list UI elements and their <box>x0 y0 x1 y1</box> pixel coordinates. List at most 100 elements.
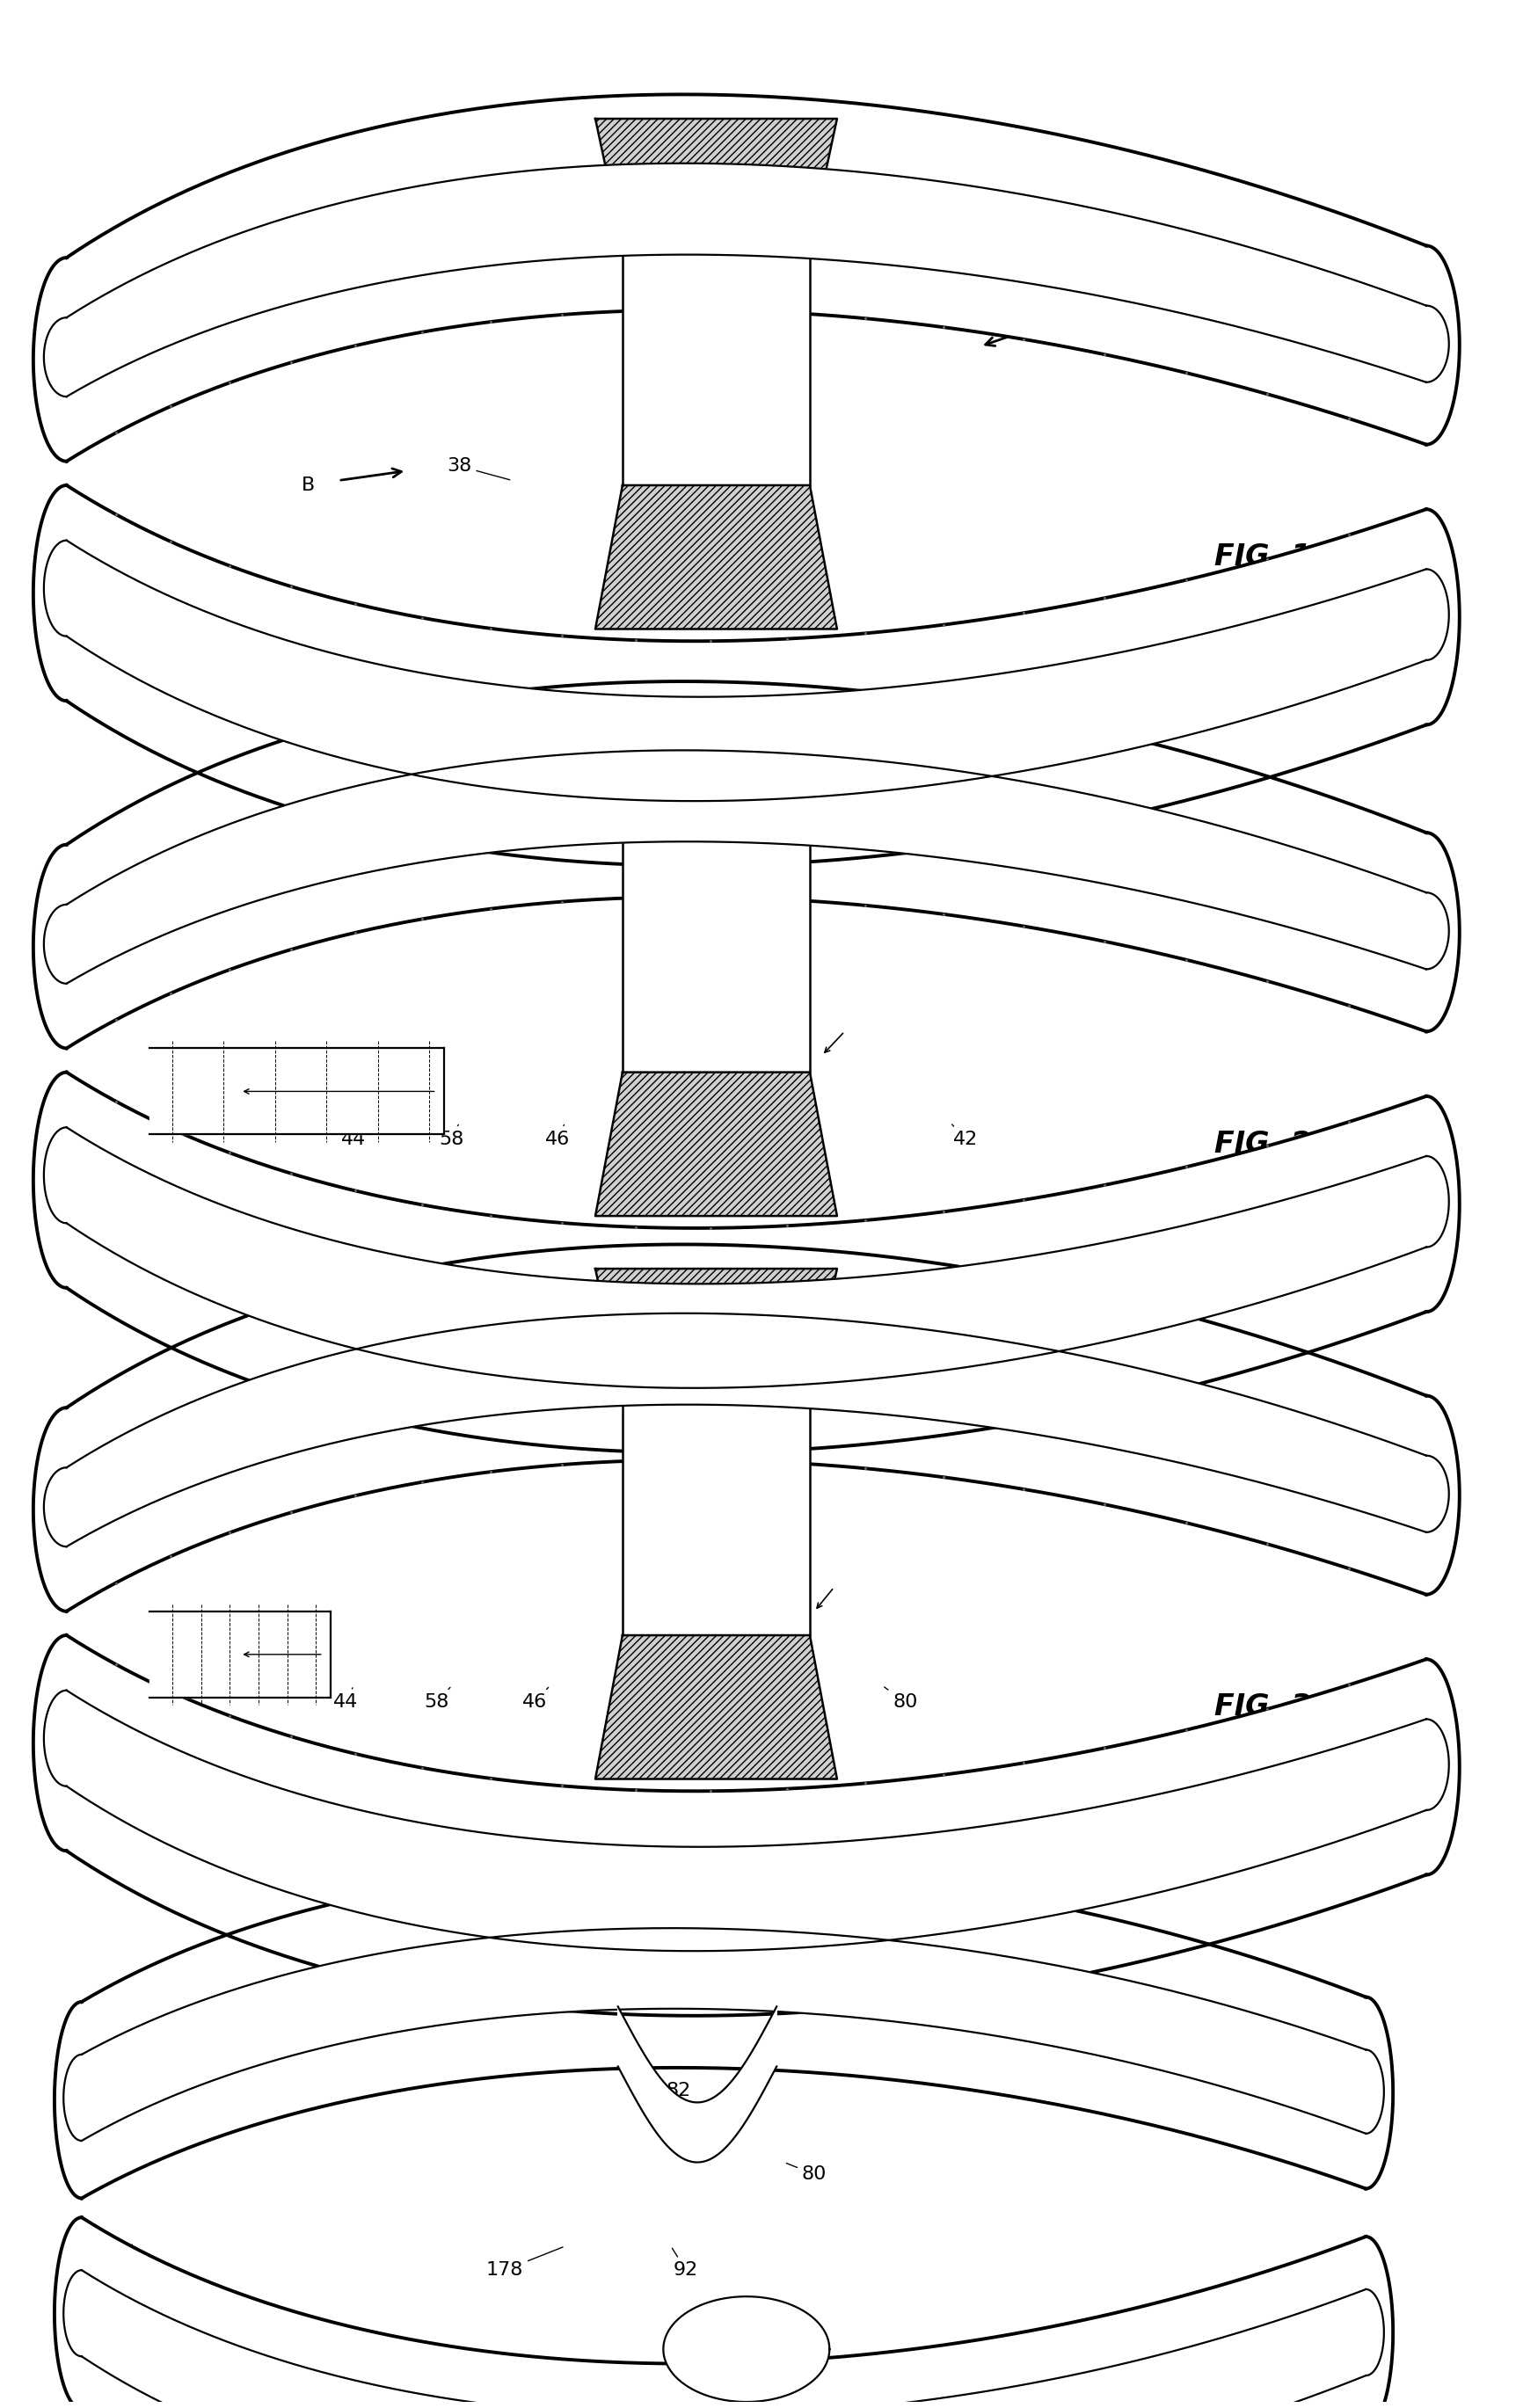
Text: 34: 34 <box>469 795 548 821</box>
Polygon shape <box>1366 1996 1394 2189</box>
Polygon shape <box>595 486 838 628</box>
Text: 92: 92 <box>672 2249 699 2278</box>
Polygon shape <box>1426 1397 1459 1594</box>
Text: 36: 36 <box>84 1127 133 1149</box>
Text: 36: 36 <box>84 1688 133 1712</box>
Polygon shape <box>623 246 810 486</box>
Text: 38: 38 <box>446 458 510 479</box>
Polygon shape <box>595 1635 838 1780</box>
Polygon shape <box>623 1397 810 1635</box>
Polygon shape <box>44 539 67 636</box>
Text: 32: 32 <box>236 1999 321 2023</box>
Polygon shape <box>595 1072 838 1216</box>
Polygon shape <box>67 1072 1426 1452</box>
Text: LV: LV <box>236 1117 259 1134</box>
Polygon shape <box>34 1409 67 1611</box>
Polygon shape <box>595 118 838 246</box>
Text: 32: 32 <box>236 1404 321 1423</box>
Polygon shape <box>149 1611 330 1698</box>
Polygon shape <box>1426 1156 1448 1247</box>
Polygon shape <box>34 1635 67 1852</box>
Polygon shape <box>1426 1659 1459 1876</box>
Polygon shape <box>82 1866 1366 2199</box>
Ellipse shape <box>847 1009 903 1086</box>
Polygon shape <box>1426 893 1448 968</box>
Text: 80: 80 <box>885 1688 917 1712</box>
Polygon shape <box>44 1466 67 1546</box>
Text: FIG. 4: FIG. 4 <box>1215 2288 1311 2316</box>
Text: 34: 34 <box>583 142 653 173</box>
Polygon shape <box>1366 2237 1394 2408</box>
Polygon shape <box>44 905 67 982</box>
Text: 44: 44 <box>334 1688 358 1712</box>
Polygon shape <box>1426 568 1448 660</box>
Polygon shape <box>623 833 810 1072</box>
Text: 150: 150 <box>614 1688 652 1712</box>
Text: 77: 77 <box>836 783 880 811</box>
Polygon shape <box>67 751 1426 982</box>
Text: 34: 34 <box>469 1963 548 1987</box>
Polygon shape <box>67 1127 1426 1387</box>
Polygon shape <box>1426 833 1459 1031</box>
Polygon shape <box>34 1072 67 1288</box>
Polygon shape <box>82 2218 1366 2408</box>
Text: 30: 30 <box>76 1442 133 1462</box>
Text: 30: 30 <box>76 879 133 898</box>
Text: 36: 36 <box>84 2244 133 2266</box>
Polygon shape <box>82 1929 1366 2141</box>
Text: 58: 58 <box>425 1688 451 1712</box>
Text: B: B <box>302 477 315 494</box>
Polygon shape <box>34 486 67 701</box>
Polygon shape <box>34 258 67 462</box>
Polygon shape <box>67 539 1426 802</box>
Polygon shape <box>67 1312 1426 1546</box>
Text: 62: 62 <box>1051 783 1077 819</box>
Polygon shape <box>664 2297 830 2401</box>
Text: 36: 36 <box>84 539 133 566</box>
Text: 178: 178 <box>486 2247 564 2278</box>
Polygon shape <box>67 486 1426 867</box>
Text: A: A <box>966 166 979 183</box>
Polygon shape <box>64 2054 82 2141</box>
Text: FIG. 2: FIG. 2 <box>1215 1129 1311 1158</box>
Polygon shape <box>44 1127 67 1223</box>
Text: 58: 58 <box>439 1125 465 1149</box>
Polygon shape <box>67 1635 1426 2015</box>
Text: 30: 30 <box>76 296 133 318</box>
Text: 30: 30 <box>76 2040 133 2059</box>
Polygon shape <box>1426 306 1448 383</box>
Polygon shape <box>580 1888 807 2001</box>
Polygon shape <box>67 94 1426 462</box>
Polygon shape <box>64 2271 82 2357</box>
Polygon shape <box>67 681 1426 1047</box>
Polygon shape <box>1426 1719 1448 1811</box>
Text: 82: 82 <box>666 2081 691 2107</box>
Polygon shape <box>34 845 67 1047</box>
Polygon shape <box>67 1245 1426 1611</box>
Polygon shape <box>1426 1096 1459 1312</box>
Text: 32: 32 <box>236 840 321 862</box>
Text: 40: 40 <box>762 458 789 482</box>
Text: 67: 67 <box>921 783 967 819</box>
Text: 54: 54 <box>658 783 720 811</box>
Text: FIG. 3: FIG. 3 <box>1215 1693 1311 1722</box>
Text: 66: 66 <box>688 1688 713 1712</box>
Polygon shape <box>55 2218 82 2408</box>
Polygon shape <box>595 1269 838 1397</box>
Text: 32: 32 <box>244 236 329 262</box>
Polygon shape <box>1366 2290 1384 2377</box>
Polygon shape <box>67 164 1426 397</box>
Text: 34: 34 <box>469 1358 548 1382</box>
Polygon shape <box>618 2006 777 2162</box>
Text: 162: 162 <box>771 1351 825 1382</box>
Polygon shape <box>149 1047 445 1134</box>
Polygon shape <box>1426 1454 1448 1531</box>
Text: 42: 42 <box>952 1125 978 1149</box>
Text: 46: 46 <box>522 1688 548 1712</box>
Ellipse shape <box>847 1572 903 1649</box>
Polygon shape <box>1366 2049 1384 2133</box>
Text: 46: 46 <box>545 1125 570 1149</box>
Polygon shape <box>1426 508 1459 725</box>
Text: 78: 78 <box>763 783 804 811</box>
Text: 62: 62 <box>1036 1351 1069 1382</box>
